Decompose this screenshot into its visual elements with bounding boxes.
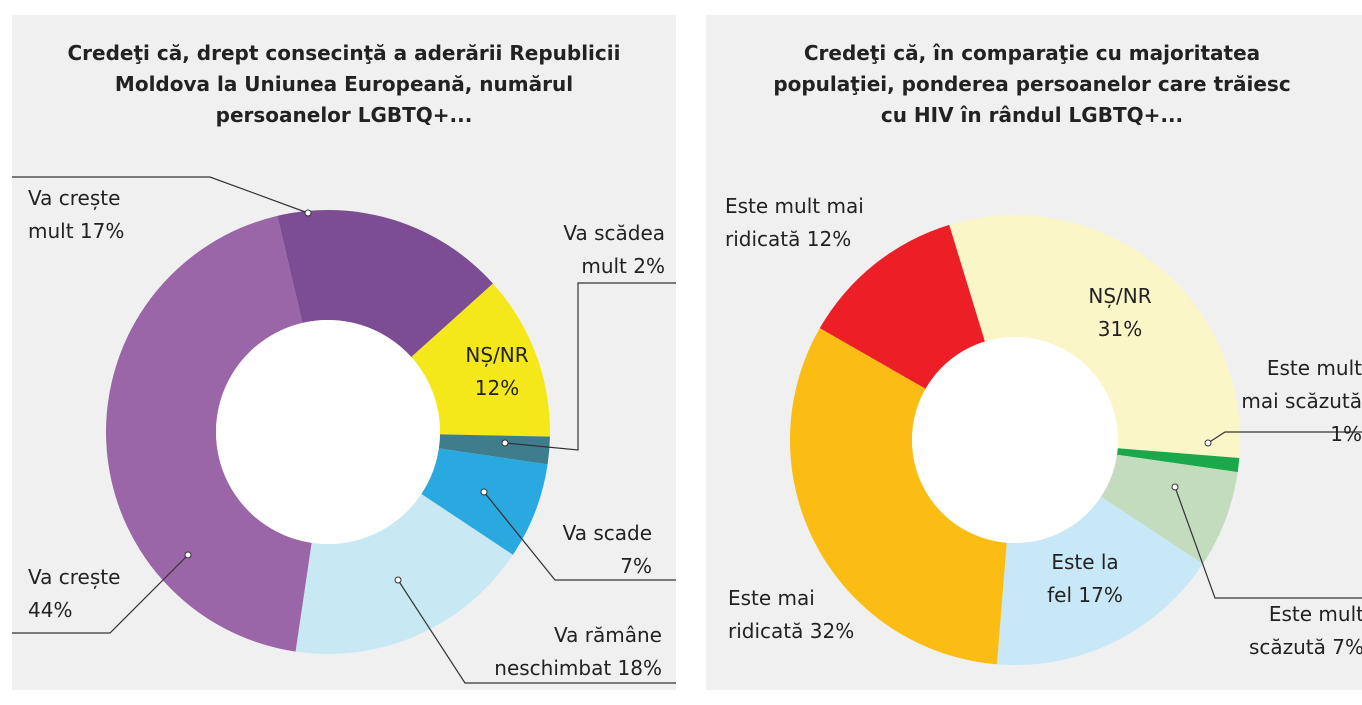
leader-dot (184, 551, 192, 559)
value-label: 12% (806, 227, 852, 251)
slice (295, 493, 513, 654)
slice (411, 283, 550, 437)
slice (438, 434, 550, 465)
value-label: 18% (617, 656, 662, 680)
slice-label: Va scade 7% (542, 517, 652, 583)
slice-label: Va crește mult 17% (28, 182, 153, 248)
category-label: Este mai ridicată (728, 586, 815, 643)
donut-hole (216, 320, 440, 544)
category-label: NȘ/NR (1088, 284, 1152, 308)
slice (1116, 448, 1240, 473)
slice (789, 328, 1007, 665)
category-label: NȘ/NR (465, 343, 529, 367)
value-label: 17% (79, 219, 125, 243)
category-label: Va scădea mult (563, 221, 665, 278)
leader-dot (480, 488, 488, 496)
slice-label: Este mult mai ridicată 12% (725, 190, 895, 256)
leader-line (1174, 486, 1362, 599)
slice-label: Va rămâne neschimbat 18% (482, 619, 662, 685)
leader-dot (501, 439, 509, 447)
leader-dot (1204, 439, 1212, 447)
slice-label: Este mai ridicată 32% (728, 582, 878, 648)
slice (277, 210, 493, 358)
leader-line (483, 491, 676, 581)
slice (819, 224, 985, 389)
value-label: 2% (633, 254, 665, 278)
category-label: Este mult mai scăzută (1241, 356, 1362, 413)
slice (1100, 454, 1238, 564)
slice-label: Este mult mai scăzută 1% (1227, 352, 1362, 451)
value-label: 17% (1078, 583, 1123, 607)
leader-line (12, 554, 189, 634)
chart-title: Credeţi că, în comparaţie cu majoritatea… (773, 41, 1291, 127)
value-label: 7% (1332, 635, 1362, 659)
slice (106, 215, 312, 652)
category-label: Va crește (28, 565, 121, 589)
donut-hole (912, 337, 1118, 543)
value-label: 7% (620, 554, 652, 578)
category-label: Este la fel (1047, 550, 1119, 607)
slice (949, 215, 1241, 459)
slice-label: NȘ/NR 31% (1080, 280, 1160, 346)
leader-line (504, 282, 676, 451)
slice-label: NȘ/NR 12% (457, 339, 537, 405)
leader-line (12, 176, 309, 214)
leader-dot (1171, 483, 1179, 491)
category-label: Este mult scăzută (1248, 602, 1362, 659)
slice-label: Este mult scăzută 7% (1224, 598, 1362, 664)
category-label: Va crește mult (28, 186, 121, 243)
slice-label: Va crește 44% (28, 561, 148, 627)
value-label: 32% (809, 619, 855, 643)
slice-label: Va scădea mult 2% (545, 217, 665, 283)
category-label: Va scade (562, 521, 652, 545)
value-label: 44% (28, 598, 73, 622)
slice (421, 448, 548, 555)
chart-title: Credeţi că, drept consecinţă a aderării … (67, 41, 621, 127)
value-label: 31% (1097, 317, 1143, 341)
slice-label: Este la fel 17% (1040, 546, 1130, 612)
leader-line (1207, 431, 1362, 444)
leader-dot (394, 576, 402, 584)
slice (996, 496, 1203, 666)
value-label: 12% (474, 376, 520, 400)
category-label: Va rămâne neschimbat (494, 623, 662, 680)
leader-line (397, 579, 676, 684)
value-label: 1% (1330, 422, 1362, 446)
leader-dot (304, 209, 312, 217)
category-label: Este mult mai ridicată (725, 194, 864, 251)
